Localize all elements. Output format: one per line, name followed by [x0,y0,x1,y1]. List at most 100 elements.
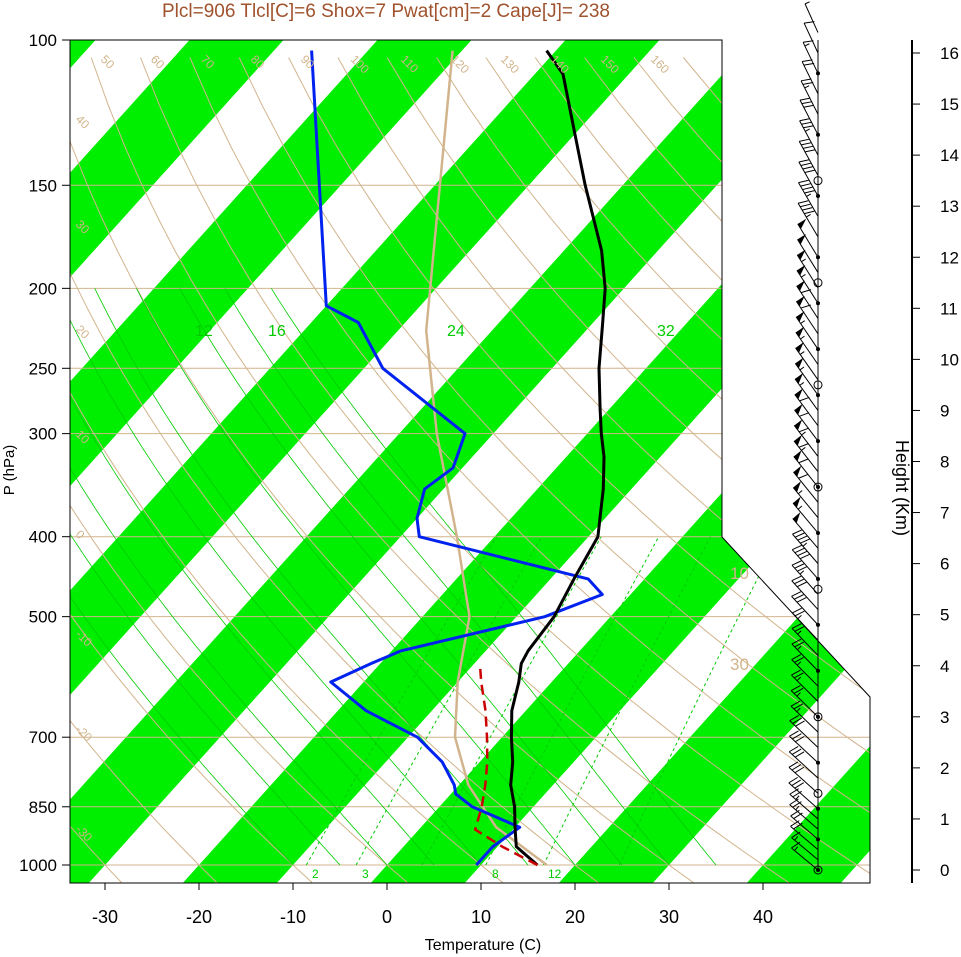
wind-barb [794,403,820,444]
dry-adiabat [70,57,694,883]
height-tick-label: 14 [940,146,959,165]
moist-adiabat-label: 24 [447,323,465,340]
wind-barb [795,311,820,352]
height-tick-label: 3 [940,708,949,727]
barb-station-marker [813,380,823,390]
wind-barb [794,373,819,411]
dry-adiabat-label: -20 [73,722,95,744]
moist-adiabat-label: 32 [657,323,675,340]
height-tick-label: 8 [940,453,949,472]
moist-adiabat [70,288,294,866]
y-axis-label: P (hPa) [1,445,18,496]
x-tick-label: 20 [565,907,585,927]
wind-barb [792,529,819,564]
wind-barb [798,179,819,217]
wind-barb [790,809,820,842]
wind-barb [801,59,819,95]
dry-adiabat [90,57,789,883]
wind-barb [799,118,819,156]
dry-adiabat-label: 130 [498,52,522,76]
mixing-ratio-label: 8 [492,867,499,881]
chart-title: Plcl=906 Tlcl[C]=6 Shox=7 Pwat[cm]=2 Cap… [162,1,610,22]
y-tick-label: 200 [29,279,57,298]
height-tick-label: 11 [940,299,958,318]
wind-barb [790,685,820,719]
wind-barb [791,638,820,673]
wind-barb [796,264,820,306]
wind-barb [789,730,820,765]
height-tick-label: 12 [940,248,959,267]
wind-barb [795,326,819,365]
x-tick-label: 40 [753,907,773,927]
height-tick-label: 10 [940,350,959,369]
moist-adiabat [70,288,341,866]
mixing-ratio-line [421,536,602,866]
isotherm-band [544,40,870,883]
wind-barb [788,776,820,811]
isotherm-label: 20 [735,236,754,255]
wind-barbs [788,1,823,875]
wind-barb [792,512,819,549]
dry-adiabat [70,57,599,883]
isotherm-band [70,40,870,883]
wind-barb [793,434,819,473]
isotherm-label: 30 [730,655,749,674]
x-tick-label: 10 [471,907,491,927]
mixing-ratio-label: 2 [312,867,319,881]
wind-barb [798,159,820,198]
barb-station-marker [813,865,823,875]
y-tick-label: 700 [29,728,57,747]
wind-barb [789,715,819,748]
wind-barb [794,357,820,398]
y-tick-label: 1000 [19,856,57,875]
isotherm-label: 10 [735,353,754,372]
dry-adiabat [732,57,870,883]
dry-adiabat-label: 0 [73,527,88,542]
height-tick-label: 16 [940,44,959,63]
sounding-series [310,49,607,867]
dry-adiabat-label: 20 [73,322,93,342]
x-tick-label: 30 [659,907,679,927]
wind-barb [789,788,819,820]
mixing-ratio-label: 12 [548,867,562,881]
wind-barb [788,761,819,794]
mixing-ratio-line [542,536,711,866]
moist-adiabats [70,288,717,866]
mixing-ratio-lines [305,536,780,866]
x-tick-label: 0 [382,907,392,927]
moist-adiabat [136,288,576,866]
mixing-ratio-line [305,536,498,866]
dry-adiabat [386,57,870,883]
height-axis-label: Height (Km) [892,440,912,536]
wind-barb [797,218,820,260]
height-tick-label: 4 [940,657,949,676]
wind-barb [792,496,820,535]
barb-station-marker [813,712,823,722]
dry-adiabat-label: 90 [298,52,318,72]
y-tick-label: 150 [29,176,57,195]
dewpoint-line [310,50,604,867]
wind-barb [791,654,819,687]
dry-adiabat [70,57,313,883]
wind-barb [788,745,819,779]
wind-barb [797,200,819,238]
height-tick-label: 15 [940,95,959,114]
height-tick-label: 7 [940,504,949,523]
wind-barb [790,700,819,733]
dry-adiabat [189,57,870,883]
mixing-ratio-line [485,536,660,866]
dry-adiabat [140,57,870,883]
height-tick-label: 5 [940,606,949,625]
height-tick-label: 9 [940,401,949,420]
isotherm-band [732,40,870,883]
y-tick-label: 850 [29,798,57,817]
dry-adiabat [781,57,870,883]
wind-barb [791,669,819,702]
dry-adiabat [436,57,870,883]
y-tick-label: 500 [29,608,57,627]
dry-adiabat [288,57,870,883]
y-axis: 100 150 200 250 300 400 500 700 850 1000 [19,31,70,875]
wind-barb [792,481,819,518]
plot-frame [69,39,871,884]
